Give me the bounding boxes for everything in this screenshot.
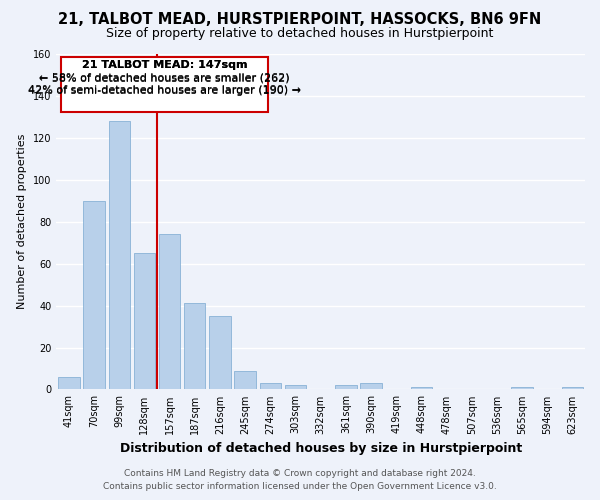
Text: 42% of semi-detached houses are larger (190) →: 42% of semi-detached houses are larger (…	[28, 86, 301, 97]
X-axis label: Distribution of detached houses by size in Hurstpierpoint: Distribution of detached houses by size …	[119, 442, 522, 455]
Text: Size of property relative to detached houses in Hurstpierpoint: Size of property relative to detached ho…	[106, 28, 494, 40]
Y-axis label: Number of detached properties: Number of detached properties	[17, 134, 28, 310]
Text: 21 TALBOT MEAD: 147sqm: 21 TALBOT MEAD: 147sqm	[82, 60, 247, 70]
FancyBboxPatch shape	[61, 57, 268, 112]
Bar	[562, 388, 583, 390]
Bar	[134, 253, 155, 390]
Bar	[360, 383, 382, 390]
Bar	[159, 234, 180, 390]
Text: Contains HM Land Registry data © Crown copyright and database right 2024.
Contai: Contains HM Land Registry data © Crown c…	[103, 470, 497, 491]
Bar	[260, 383, 281, 390]
Text: ← 58% of detached houses are smaller (262): ← 58% of detached houses are smaller (26…	[39, 74, 290, 84]
Bar	[511, 388, 533, 390]
Bar	[109, 121, 130, 390]
Text: 42% of semi-detached houses are larger (190) →: 42% of semi-detached houses are larger (…	[28, 86, 301, 96]
Text: 21, TALBOT MEAD, HURSTPIERPOINT, HASSOCKS, BN6 9FN: 21, TALBOT MEAD, HURSTPIERPOINT, HASSOCK…	[58, 12, 542, 28]
Text: ← 58% of detached houses are smaller (262): ← 58% of detached houses are smaller (26…	[39, 73, 290, 83]
Bar	[58, 377, 80, 390]
Bar	[235, 370, 256, 390]
Text: 21 TALBOT MEAD: 147sqm: 21 TALBOT MEAD: 147sqm	[82, 60, 247, 70]
Bar	[285, 385, 306, 390]
Bar	[209, 316, 230, 390]
Bar	[83, 201, 105, 390]
Bar	[184, 304, 205, 390]
Bar	[335, 385, 356, 390]
Bar	[410, 388, 432, 390]
